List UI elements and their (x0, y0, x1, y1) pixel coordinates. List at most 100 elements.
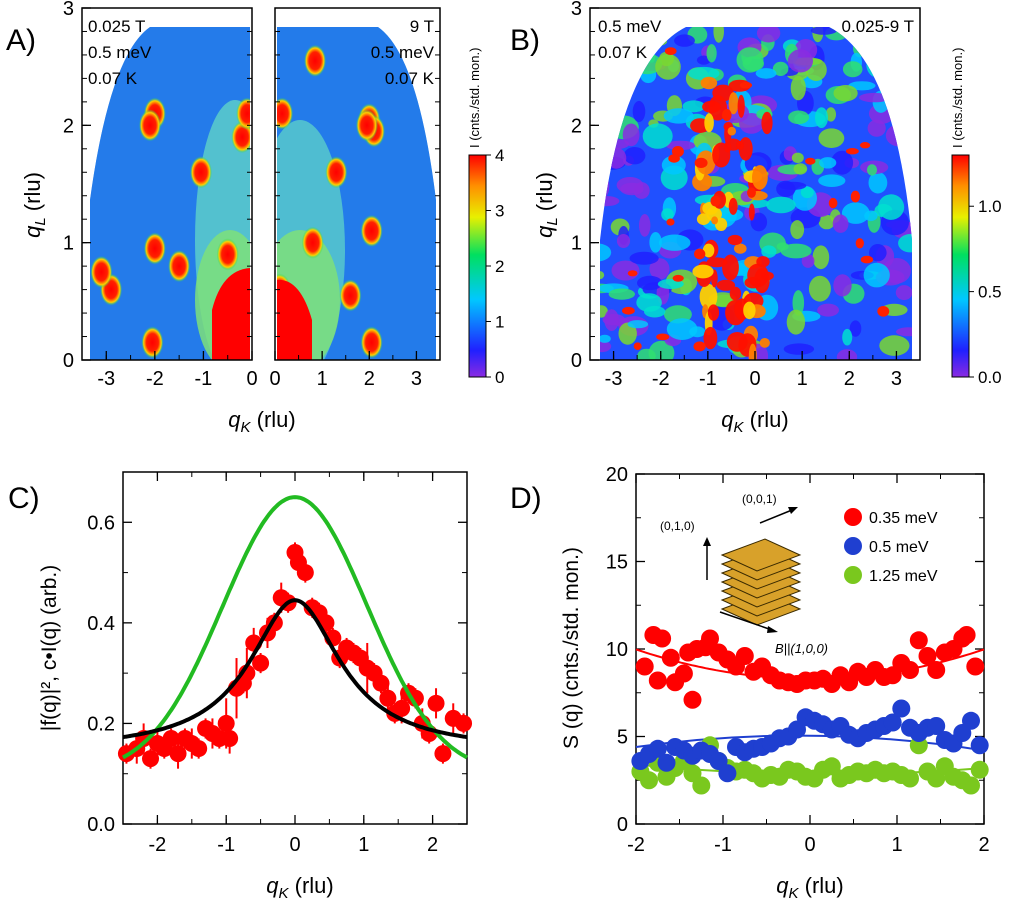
b-texture (649, 258, 670, 280)
a-left-ytick-label: 1 (63, 233, 74, 255)
b-center-intensity (737, 94, 745, 118)
b-texture (790, 75, 806, 101)
b-texture (808, 275, 831, 302)
b-xtick-label: 0 (749, 368, 760, 390)
b-texture (600, 340, 612, 353)
b-center-intensity (748, 203, 755, 221)
b-center-intensity (752, 165, 768, 190)
a-left-ytick-label: 0 (63, 350, 74, 372)
a-left-xtick-label: 0 (246, 368, 257, 390)
c-data-point (434, 745, 452, 763)
b-hotspot (693, 341, 706, 352)
b-temp: 0.07 K (598, 43, 648, 62)
b-texture (649, 232, 662, 253)
d-data-point (735, 647, 754, 665)
b-texture (706, 44, 717, 63)
c-data-point (393, 699, 411, 717)
a-left-hotspot (143, 232, 166, 265)
b-texture (780, 243, 812, 259)
c-data-point (217, 714, 235, 732)
b-texture (622, 123, 640, 147)
d-data-point (648, 671, 667, 690)
b-texture (661, 208, 674, 221)
b-texture (869, 244, 887, 262)
b-texture (602, 314, 626, 326)
b-texture (637, 275, 663, 291)
b-texture (818, 128, 845, 148)
c-data-point (427, 694, 445, 712)
a-colorbar-tick-label: 1 (495, 313, 504, 332)
b-texture (658, 234, 691, 251)
b-texture (867, 119, 886, 137)
b-hotspot (710, 195, 721, 207)
d-ytick-label: 5 (617, 727, 628, 749)
a-left-temp: 0.07 K (88, 69, 138, 88)
d-data-point (901, 661, 919, 679)
b-texture (895, 285, 912, 301)
b-center-intensity (724, 141, 732, 153)
c-black-curve (122, 598, 468, 740)
b-colorbar-tick-label: 0.0 (978, 368, 1002, 387)
b-texture (776, 180, 796, 197)
b-texture (600, 94, 617, 106)
d-data-point (927, 661, 946, 679)
c-ytick-label: 0.0 (87, 814, 115, 836)
b-texture (742, 56, 764, 72)
a-left-xtick-label: -2 (146, 368, 164, 390)
b-xtick-label: 1 (797, 368, 808, 390)
d-xtick-label: 1 (891, 834, 902, 856)
d-data-point (683, 690, 702, 709)
b-hotspot (860, 255, 874, 264)
b-hotspot (694, 248, 706, 260)
b-texture (600, 305, 608, 318)
legend-label-0p5: 0.5 meV (869, 539, 929, 556)
c-xlabel: qK (rlu) (266, 873, 333, 902)
c-green-curve (121, 495, 469, 760)
b-texture (863, 262, 890, 288)
b-texture (800, 186, 814, 199)
b-center-intensity (729, 286, 742, 301)
b-texture (663, 108, 694, 124)
b-texture (682, 100, 706, 113)
d-data-point (909, 736, 928, 755)
d-data-point (909, 631, 928, 650)
d-xtick-label: -2 (627, 834, 645, 856)
b-texture (810, 27, 837, 35)
c-data-point (221, 730, 239, 748)
b-hotspot (664, 47, 677, 55)
b-texture (600, 196, 620, 207)
a-ylabel: qL (rlu) (20, 172, 49, 238)
legend-label-0p35: 0.35 meV (869, 510, 938, 527)
b-hotspot (656, 333, 670, 341)
panel-label-a: A) (6, 24, 36, 57)
b-texture (801, 254, 815, 268)
b-energy: 0.5 meV (598, 17, 662, 36)
a-left-hotspot (90, 256, 113, 288)
a-left-ytick-label: 3 (63, 0, 74, 20)
c-xtick-label: 0 (289, 834, 300, 856)
b-center-intensity (734, 243, 747, 254)
d-xtick-label: 0 (804, 834, 815, 856)
d-data-point (901, 769, 919, 788)
b-texture (832, 214, 849, 233)
b-texture (831, 150, 854, 175)
d-ytick-label: 20 (606, 464, 628, 486)
d-data-point (970, 736, 989, 755)
b-center-intensity (692, 264, 714, 279)
a-xlabel: qK (rlu) (228, 407, 295, 436)
b-texture (849, 320, 862, 337)
b-texture (608, 112, 625, 121)
a-colorbar-tick-label: 0 (495, 368, 504, 387)
d-inset-axis-010: (0,1,0) (660, 519, 695, 533)
a-left-energy: 0.5 meV (88, 43, 152, 62)
b-texture (766, 196, 796, 214)
b-center-intensity (728, 197, 738, 215)
a-colorbar (468, 154, 487, 378)
b-texture (866, 51, 887, 78)
d-data-point (648, 739, 667, 758)
b-texture (818, 174, 846, 187)
b-texture (639, 214, 651, 237)
b-texture (666, 318, 698, 340)
b-texture (786, 309, 806, 335)
a-left-xtick-label: -3 (97, 368, 115, 390)
